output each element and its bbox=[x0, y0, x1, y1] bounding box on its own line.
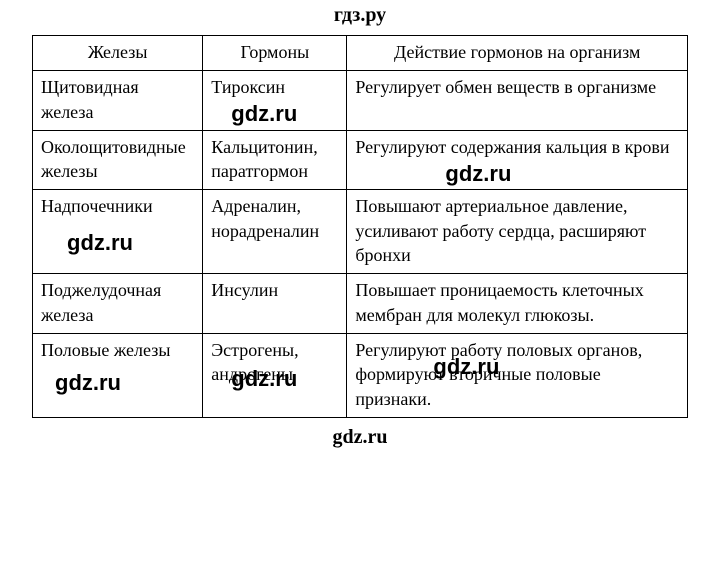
cell-text: Кальцитонин, паратгормон bbox=[211, 137, 317, 181]
page-footer-logo: gdz.ru bbox=[0, 418, 720, 451]
cell-text: Регулирует обмен веществ в организме bbox=[355, 77, 656, 97]
watermark-text: gdz.ru bbox=[55, 368, 121, 398]
cell-text: Поджелудочная железа bbox=[41, 280, 161, 324]
table-row: Надпочечники gdz.ru Адреналин, норадренал… bbox=[33, 190, 688, 274]
watermark-text: gdz.ru bbox=[67, 228, 133, 258]
cell-effect: Повышает проницаемость клеточных мембран… bbox=[347, 274, 688, 334]
cell-text: Надпочечники bbox=[41, 196, 153, 216]
watermark-text: gdz.ru bbox=[445, 159, 511, 189]
cell-text: Регулируют содержания кальция в крови bbox=[355, 137, 669, 157]
cell-text: Щитовидная железа bbox=[41, 77, 139, 121]
cell-effect: Регулирует обмен веществ в организме bbox=[347, 71, 688, 131]
cell-text: Адреналин, норадреналин bbox=[211, 196, 319, 240]
cell-gland: Надпочечники gdz.ru bbox=[33, 190, 203, 274]
cell-hormone: Кальцитонин, паратгормон bbox=[203, 130, 347, 190]
cell-text: Околощитовидные железы bbox=[41, 137, 186, 181]
cell-hormone: Адреналин, норадреналин bbox=[203, 190, 347, 274]
cell-gland: Щитовидная железа bbox=[33, 71, 203, 131]
cell-text: Регулируют работу половых органов, форми… bbox=[355, 340, 642, 409]
cell-gland: Половые железы gdz.ru bbox=[33, 333, 203, 417]
cell-gland: Поджелудочная железа bbox=[33, 274, 203, 334]
col-header-effect: Действие гормонов на организм bbox=[347, 36, 688, 71]
cell-hormone: Инсулин bbox=[203, 274, 347, 334]
cell-hormone: Эстрогены, андрогеныgdz.ru bbox=[203, 333, 347, 417]
hormones-table: Железы Гормоны Действие гормонов на орга… bbox=[32, 35, 688, 418]
table-row: Поджелудочная железа Инсулин Повышает пр… bbox=[33, 274, 688, 334]
cell-text: Повышают артериальное давление, усиливаю… bbox=[355, 196, 646, 265]
cell-text: Тироксин bbox=[211, 77, 285, 97]
table-row: Половые железы gdz.ru Эстрогены, андроген… bbox=[33, 333, 688, 417]
cell-text: Половые железы bbox=[41, 340, 170, 360]
page-header-logo: гдз.ру bbox=[0, 0, 720, 35]
table-header-row: Железы Гормоны Действие гормонов на орга… bbox=[33, 36, 688, 71]
cell-effect: Регулируют содержания кальция в кровиgdz… bbox=[347, 130, 688, 190]
table-row: Околощитовидные железы Кальцитонин, пара… bbox=[33, 130, 688, 190]
col-header-hormones: Гормоны bbox=[203, 36, 347, 71]
col-header-glands: Железы bbox=[33, 36, 203, 71]
cell-gland: Околощитовидные железы bbox=[33, 130, 203, 190]
cell-hormone: Тироксинgdz.ru bbox=[203, 71, 347, 131]
table-container: Железы Гормоны Действие гормонов на орга… bbox=[0, 35, 720, 418]
cell-effect: Повышают артериальное давление, усиливаю… bbox=[347, 190, 688, 274]
table-row: Щитовидная железа Тироксинgdz.ru Регулир… bbox=[33, 71, 688, 131]
cell-text: Эстрогены, андрогены bbox=[211, 340, 298, 384]
cell-effect: Регулируют работу половых органов, форми… bbox=[347, 333, 688, 417]
cell-text: Инсулин bbox=[211, 280, 278, 300]
cell-text: Повышает проницаемость клеточных мембран… bbox=[355, 280, 643, 324]
watermark-text: gdz.ru bbox=[231, 99, 297, 129]
